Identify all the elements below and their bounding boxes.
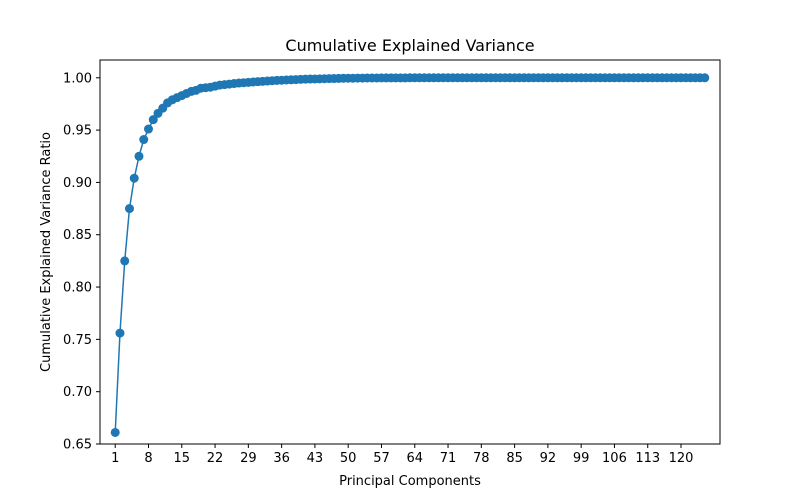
x-tick-label: 78 bbox=[473, 451, 490, 466]
x-tick-label: 85 bbox=[506, 451, 523, 466]
x-tick-label: 43 bbox=[307, 451, 324, 466]
x-tick-label: 1 bbox=[111, 451, 119, 466]
y-tick-label: 0.85 bbox=[63, 228, 92, 243]
y-tick-label: 1.00 bbox=[63, 71, 92, 86]
data-point bbox=[139, 135, 149, 145]
x-axis-label: Principal Components bbox=[339, 474, 481, 489]
x-axis-ticks: 1 8 15 22 29 36 43 50 57 64 71 78 85 92 99 106 113 120 bbox=[111, 444, 693, 466]
data-point bbox=[120, 256, 130, 266]
series-points bbox=[110, 73, 710, 437]
data-point bbox=[129, 173, 139, 183]
y-tick-label: 0.95 bbox=[63, 124, 92, 139]
plot-area bbox=[99, 59, 721, 445]
x-tick-label: 22 bbox=[207, 451, 224, 466]
x-tick-label: 113 bbox=[635, 451, 660, 466]
x-tick-label: 92 bbox=[540, 451, 557, 466]
data-point bbox=[115, 328, 125, 338]
x-tick-label: 15 bbox=[174, 451, 191, 466]
data-point bbox=[700, 73, 710, 83]
x-tick-label: 71 bbox=[440, 451, 457, 466]
y-tick-label: 0.65 bbox=[63, 438, 92, 453]
data-point bbox=[124, 204, 134, 214]
y-tick-label: 0.90 bbox=[63, 176, 92, 191]
chart-title: Cumulative Explained Variance bbox=[285, 36, 534, 55]
y-tick-label: 0.75 bbox=[63, 333, 92, 348]
x-tick-label: 50 bbox=[340, 451, 357, 466]
data-point bbox=[143, 124, 153, 134]
x-tick-label: 29 bbox=[240, 451, 257, 466]
data-point bbox=[148, 115, 158, 125]
series-line bbox=[114, 77, 705, 433]
x-tick-label: 64 bbox=[406, 451, 423, 466]
x-tick-label: 36 bbox=[273, 451, 290, 466]
y-axis-label: Cumulative Explained Variance Ratio bbox=[39, 132, 54, 372]
data-point bbox=[134, 151, 144, 161]
x-tick-label: 120 bbox=[669, 451, 694, 466]
data-point bbox=[110, 427, 120, 437]
x-tick-label: 106 bbox=[602, 451, 627, 466]
y-tick-label: 0.70 bbox=[63, 385, 92, 400]
y-tick-label: 0.80 bbox=[63, 281, 92, 296]
x-tick-label: 8 bbox=[144, 451, 152, 466]
x-tick-label: 99 bbox=[573, 451, 590, 466]
y-axis-ticks: 0.65 0.70 0.75 0.80 0.85 0.90 0.95 1.00 bbox=[63, 71, 100, 453]
x-tick-label: 57 bbox=[373, 451, 390, 466]
